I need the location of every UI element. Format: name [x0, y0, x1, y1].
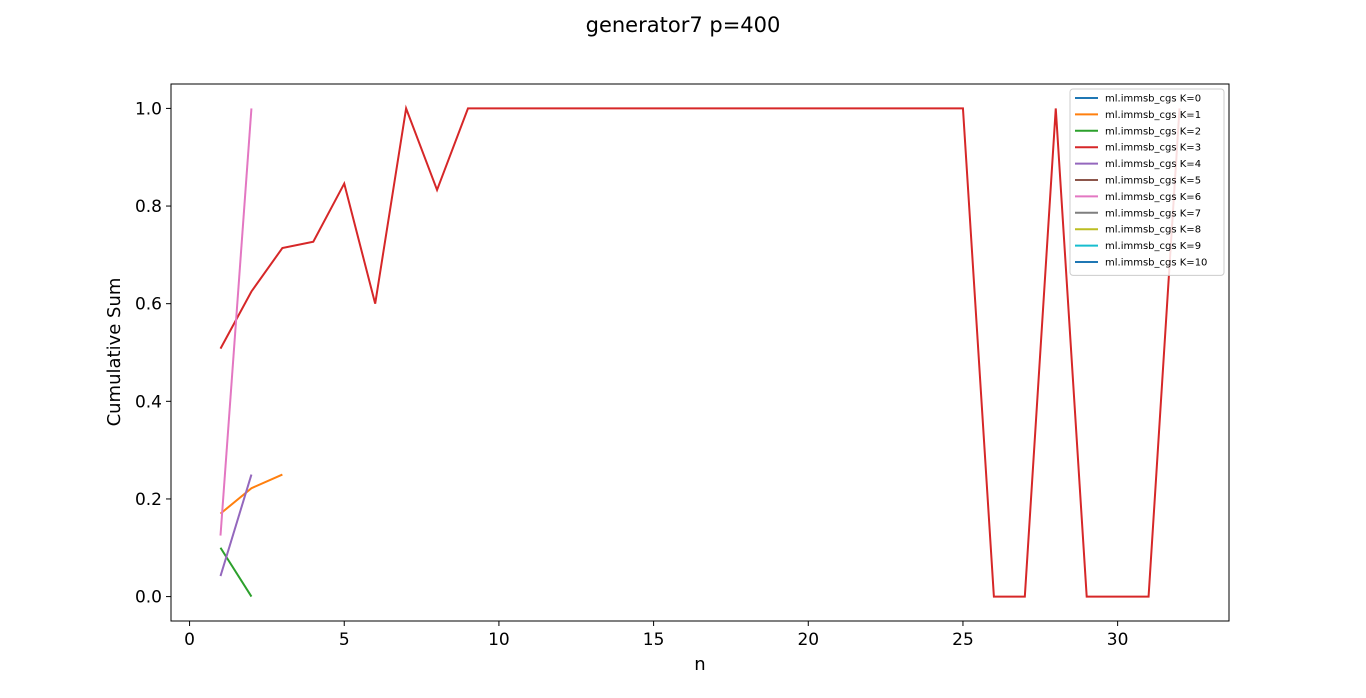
legend-entry-k2: ml.immsb_cgs K=2	[1105, 126, 1201, 137]
x-tick-label: 0	[184, 630, 195, 650]
legend-entry-k6: ml.immsb_cgs K=6	[1105, 192, 1201, 203]
series-line-k6	[219, 108, 253, 536]
series-line-k4	[219, 474, 253, 577]
x-tick-label: 10	[488, 630, 510, 650]
legend-entry-k5: ml.immsb_cgs K=5	[1105, 176, 1201, 187]
y-tick-label: 0.8	[135, 197, 162, 217]
series-line-k3	[219, 104, 1181, 598]
legend-box	[1069, 88, 1225, 276]
y-tick-label: 1.0	[135, 99, 162, 119]
y-axis-label: Cumulative Sum	[104, 278, 125, 427]
axes-frame	[170, 83, 1230, 622]
legend-entry-k4: ml.immsb_cgs K=4	[1105, 159, 1201, 170]
legend-entry-k3: ml.immsb_cgs K=3	[1105, 143, 1201, 154]
x-tick-label: 20	[797, 630, 819, 650]
chart-title: generator7 p=400	[586, 13, 781, 37]
legend-entry-k0: ml.immsb_cgs K=0	[1105, 94, 1201, 105]
series-layer	[219, 104, 1181, 598]
legend-entry-k1: ml.immsb_cgs K=1	[1105, 110, 1201, 121]
legend-entry-k7: ml.immsb_cgs K=7	[1105, 208, 1201, 219]
y-tick-label: 0.2	[135, 490, 162, 510]
x-axis-ticks: 0 5 10 15 20 25 30	[184, 621, 1128, 650]
y-axis-ticks: 0.0 0.2 0.4 0.6 0.8 1.0	[135, 99, 171, 608]
x-axis-label: n	[694, 654, 705, 675]
x-tick-label: 5	[339, 630, 350, 650]
legend-entry-k8: ml.immsb_cgs K=8	[1105, 225, 1201, 236]
y-tick-label: 0.4	[135, 392, 162, 412]
series-line-k1	[219, 473, 283, 515]
y-tick-label: 0.6	[135, 295, 162, 315]
x-tick-label: 15	[643, 630, 665, 650]
legend-entry-k10: ml.immsb_cgs K=10	[1105, 258, 1207, 269]
legend-entry-k9: ml.immsb_cgs K=9	[1105, 241, 1201, 252]
x-tick-label: 30	[1107, 630, 1129, 650]
legend: ml.immsb_cgs K=0 ml.immsb_cgs K=1 ml.immsb…	[1069, 88, 1225, 276]
plot-area	[170, 83, 1230, 622]
x-tick-label: 25	[952, 630, 974, 650]
y-tick-label: 0.0	[135, 588, 162, 608]
